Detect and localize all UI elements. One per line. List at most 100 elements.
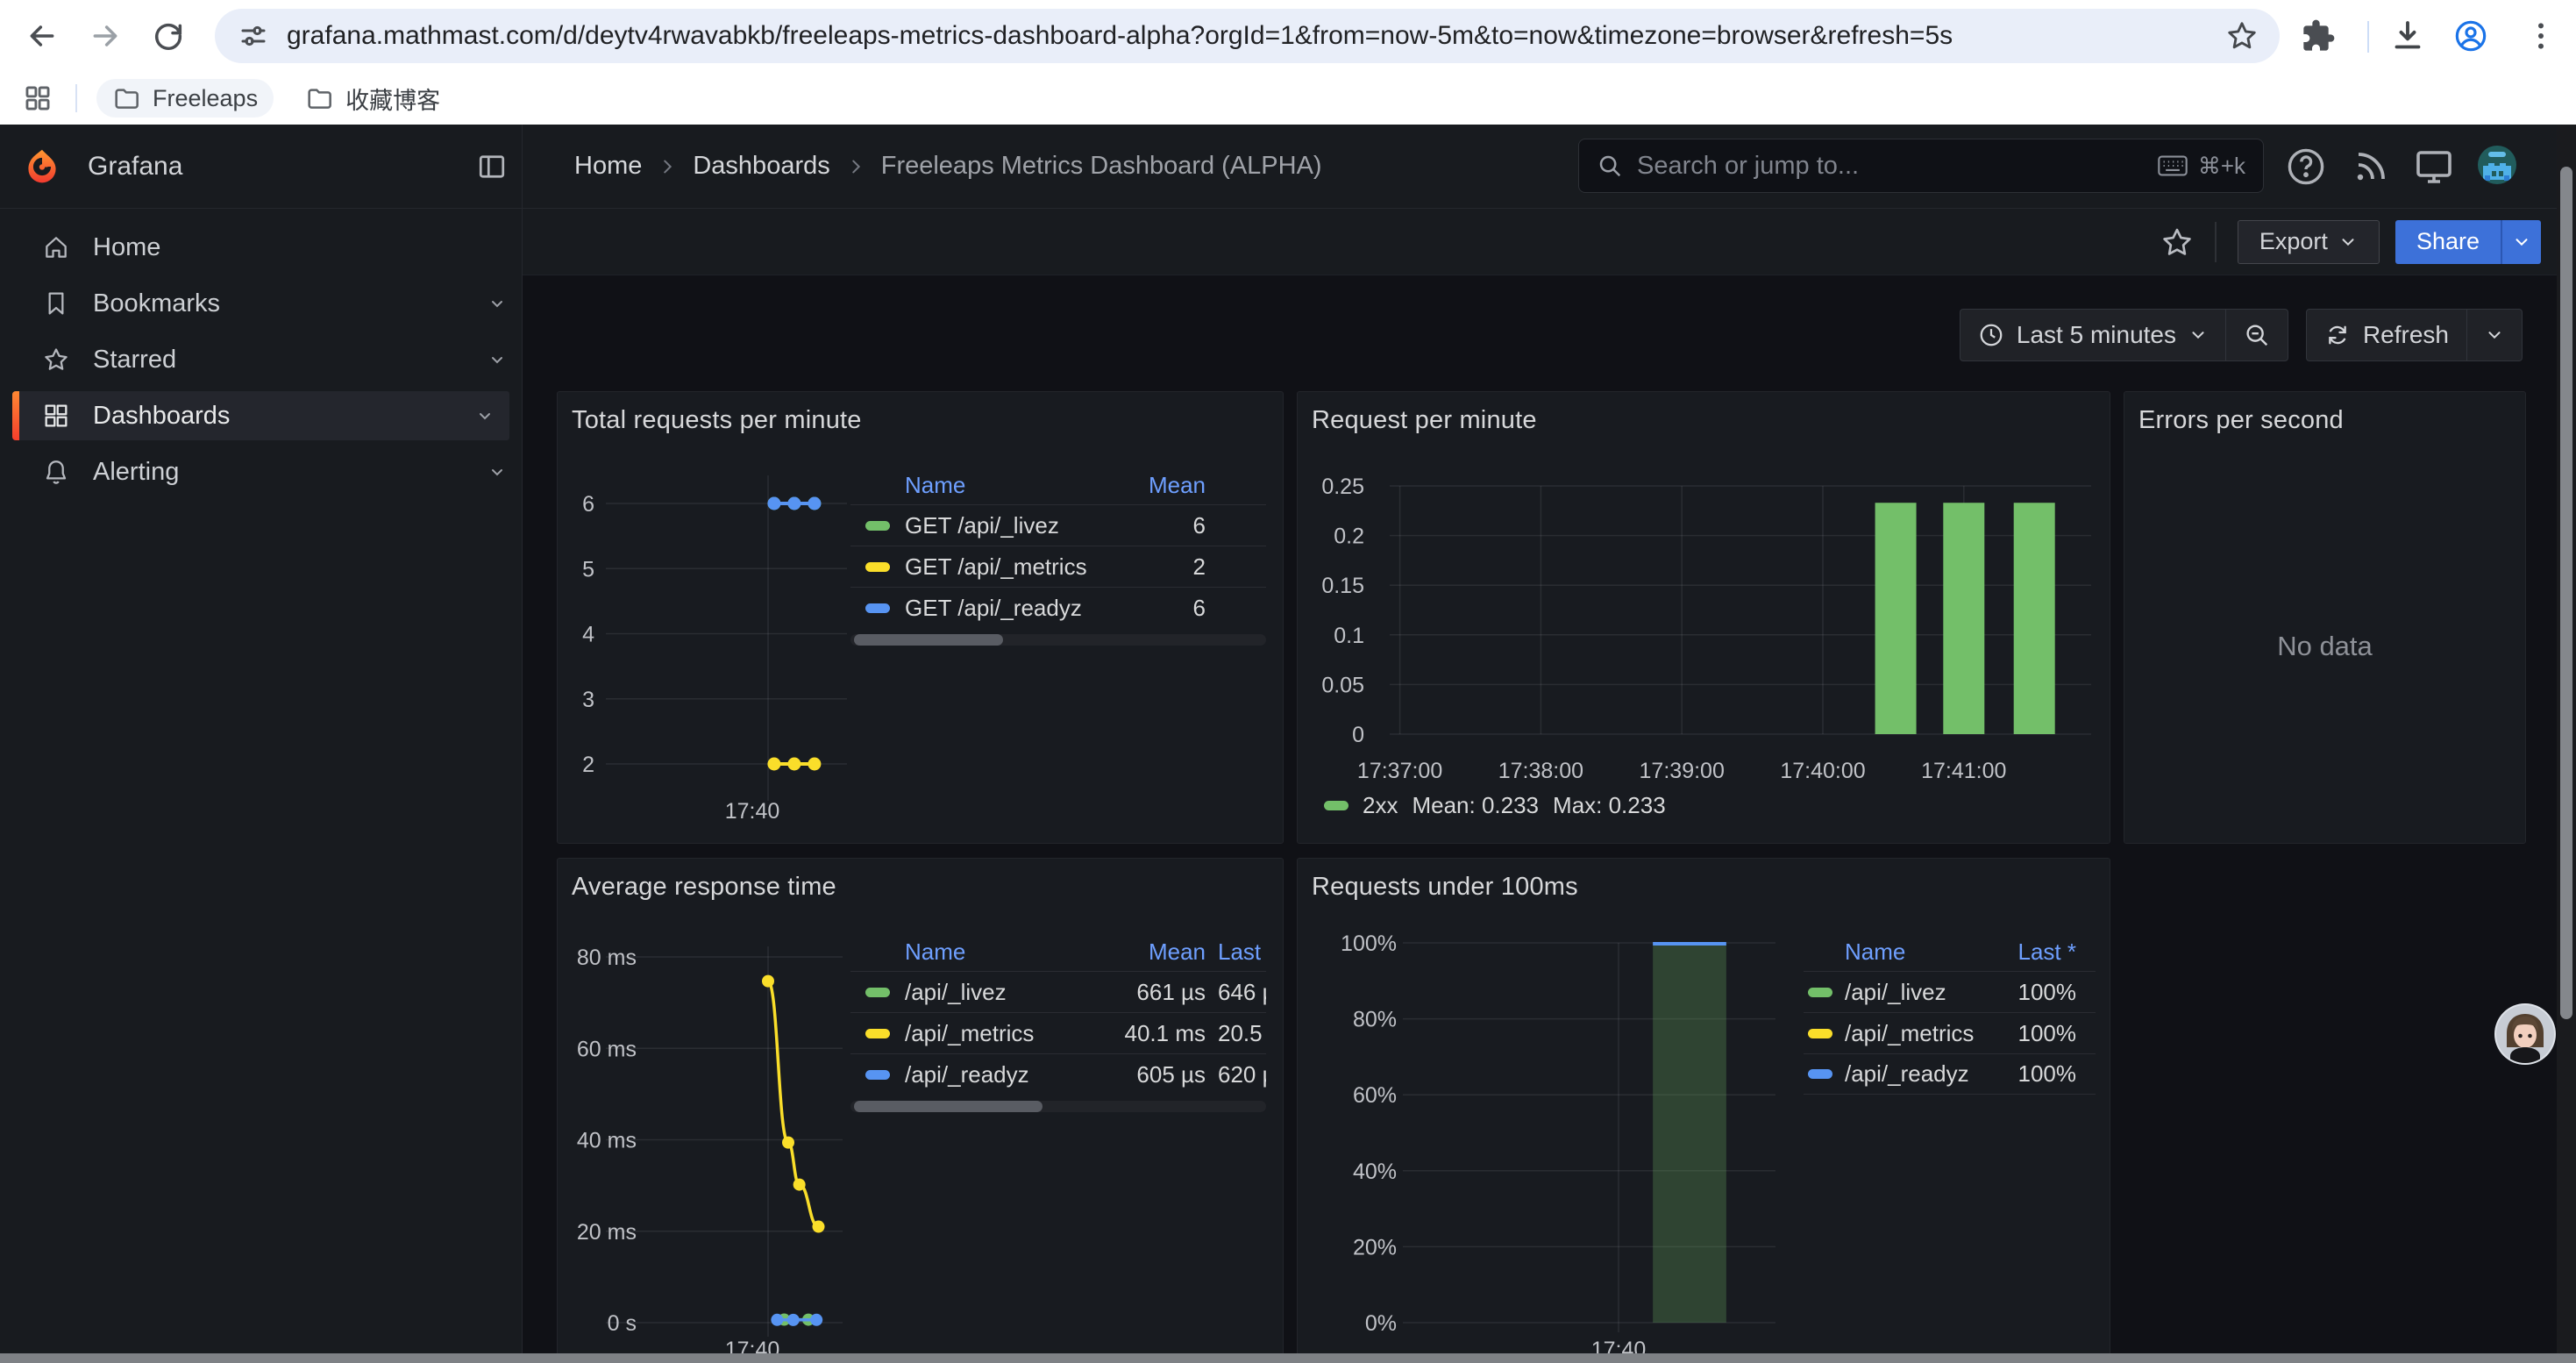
search-placeholder: Search or jump to... (1637, 151, 1860, 180)
rss-icon[interactable] (2350, 146, 2392, 188)
legend-row[interactable]: GET /api/_readyz 6 (850, 587, 1266, 628)
chevron-down-icon[interactable] (487, 461, 508, 482)
legend-item-2xx[interactable]: 2xx Mean: 0.233 Max: 0.233 (1324, 792, 1666, 819)
help-icon[interactable] (2285, 146, 2327, 188)
url-text[interactable]: grafana.mathmast.com/d/deytv4rwavabkb/fr… (287, 21, 1953, 50)
sidebar-item-label: Bookmarks (93, 289, 221, 318)
reload-icon[interactable] (151, 18, 186, 54)
assistant-avatar-widget[interactable] (2493, 1002, 2558, 1067)
svg-text:60%: 60% (1353, 1083, 1397, 1108)
chevron-down-icon[interactable] (474, 405, 495, 426)
url-bar[interactable]: grafana.mathmast.com/d/deytv4rwavabkb/fr… (215, 9, 2280, 63)
series-color-pill (865, 1028, 890, 1038)
series-last: 646 µs (1218, 978, 1266, 1005)
favorite-star-icon[interactable] (2160, 225, 2194, 259)
legend-row[interactable]: /api/_livez 661 µs 646 µs (850, 971, 1266, 1012)
horizontal-scrollbar[interactable] (0, 1353, 2576, 1363)
legend-scrollbar-thumb[interactable] (854, 634, 1003, 646)
legend-row[interactable]: /api/_metrics 40.1 ms 20.5 ms (850, 1012, 1266, 1053)
series-name: GET /api/_readyz (905, 594, 1082, 621)
series-color-pill (865, 603, 890, 613)
series-line (771, 1313, 823, 1326)
series-mean-stat: Mean: 0.233 (1412, 792, 1540, 818)
browser-chrome: grafana.mathmast.com/d/deytv4rwavabkb/fr… (0, 0, 2576, 72)
vertical-scrollbar-thumb[interactable] (2560, 167, 2572, 1019)
sidebar-item-home[interactable]: Home (0, 223, 522, 272)
sidebar-nav: Home Bookmarks Starred Dashboards Alerti… (0, 209, 523, 1363)
sidebar-item-starred[interactable]: Starred (0, 335, 522, 384)
panel-average-response-time: Average response time 80 ms 60 ms 40 ms 20 … (557, 858, 1284, 1363)
svg-text:17:40:00: 17:40:00 (1780, 759, 1865, 783)
bookmark-star-icon[interactable] (2225, 19, 2259, 53)
sidebar-item-label: Starred (93, 345, 177, 374)
legend-row[interactable]: GET /api/_livez 6 (850, 504, 1266, 546)
refresh-group: Refresh (2305, 309, 2523, 361)
download-icon[interactable] (2390, 18, 2425, 54)
svg-text:40 ms: 40 ms (577, 1129, 637, 1153)
legend-scrollbar[interactable] (850, 634, 1266, 646)
breadcrumb-home[interactable]: Home (574, 152, 643, 180)
sidebar-item-bookmarks[interactable]: Bookmarks (0, 279, 522, 328)
vertical-scrollbar[interactable] (2557, 125, 2576, 1363)
legend-row[interactable]: /api/_readyz 605 µs 620 µs (850, 1053, 1266, 1095)
requests-under-100ms-chart[interactable]: 100%80%60%40%20%0%17:40 (1298, 859, 2110, 1363)
time-range-button[interactable]: Last 5 minutes (1960, 310, 2225, 360)
sidebar-item-dashboards[interactable]: Dashboards (12, 391, 509, 440)
legend-scrollbar-thumb[interactable] (854, 1101, 1042, 1112)
export-button[interactable]: Export (2237, 219, 2380, 264)
toolbar-divider (2214, 221, 2217, 262)
series-color-pill (865, 520, 890, 531)
sidebar-toggle-icon[interactable] (476, 151, 508, 182)
share-button[interactable]: Share (2395, 219, 2501, 264)
series-line (767, 757, 822, 771)
monitor-icon[interactable] (2413, 146, 2455, 188)
forward-icon[interactable] (88, 18, 123, 54)
svg-text:4: 4 (582, 623, 594, 647)
time-picker-group: Last 5 minutes (1959, 309, 2288, 361)
site-settings-icon[interactable] (238, 20, 269, 52)
sidebar-item-alerting[interactable]: Alerting (0, 447, 522, 496)
back-icon[interactable] (25, 18, 60, 54)
breadcrumb-dashboards[interactable]: Dashboards (693, 152, 830, 180)
apps-grid-icon[interactable] (23, 83, 53, 113)
brand-name: Grafana (88, 151, 183, 181)
grafana-logo[interactable] (23, 147, 61, 186)
bookmarks-icon (48, 292, 64, 315)
share-dropdown-button[interactable] (2501, 219, 2541, 264)
series-last: 100% (2017, 1060, 2077, 1087)
bookmark-folder-freeleaps[interactable]: Freeleaps (96, 79, 274, 118)
series-last: 100% (2017, 1019, 2077, 1046)
bookmark-folder-blogs[interactable]: 收藏博客 (289, 79, 456, 118)
svg-text:40%: 40% (1353, 1160, 1397, 1184)
refresh-interval-button[interactable] (2467, 310, 2522, 360)
legend-header: Name Last * (1845, 938, 2076, 965)
menu-dots-icon[interactable] (2523, 18, 2558, 54)
total-requests-chart[interactable]: 6 5 4 3 2 17:40 (558, 392, 1284, 844)
series-last: 20.5 ms (1218, 1019, 1266, 1046)
legend-row[interactable]: /api/_livez 100% (1804, 971, 2096, 1012)
legend-row[interactable]: GET /api/_metrics 2 (850, 546, 1266, 587)
request-per-minute-chart[interactable]: 0.25 0.2 0.15 0.1 0.05 0 17:37:00 17:38:00 17:39… (1298, 392, 2110, 844)
svg-text:0%: 0% (1365, 1311, 1397, 1336)
search-input[interactable]: Search or jump to... ⌘+k (1578, 139, 2264, 193)
grafana-header: Grafana Home Dashboards Freeleaps Metric… (0, 125, 2576, 209)
user-avatar[interactable] (2476, 144, 2518, 186)
svg-text:60 ms: 60 ms (577, 1037, 637, 1061)
zoom-out-button[interactable] (2226, 310, 2288, 360)
chevron-down-icon[interactable] (487, 293, 508, 314)
profile-icon[interactable] (2453, 18, 2488, 54)
dashboards-icon (45, 404, 68, 427)
refresh-button[interactable]: Refresh (2307, 310, 2466, 360)
legend-row[interactable]: /api/_readyz 100% (1804, 1053, 2096, 1095)
legend-scrollbar[interactable] (850, 1101, 1266, 1112)
series-bar (1653, 942, 1726, 1323)
extensions-icon[interactable] (2301, 18, 2336, 54)
sidebar-item-label: Dashboards (93, 401, 231, 430)
svg-text:17:40: 17:40 (725, 799, 780, 824)
chevron-down-icon[interactable] (487, 349, 508, 370)
legend-row[interactable]: /api/_metrics 100% (1804, 1012, 2096, 1053)
series-color-pill (1808, 1028, 1832, 1038)
svg-text:0: 0 (1352, 723, 1364, 747)
sidebar-item-label: Alerting (93, 457, 180, 486)
